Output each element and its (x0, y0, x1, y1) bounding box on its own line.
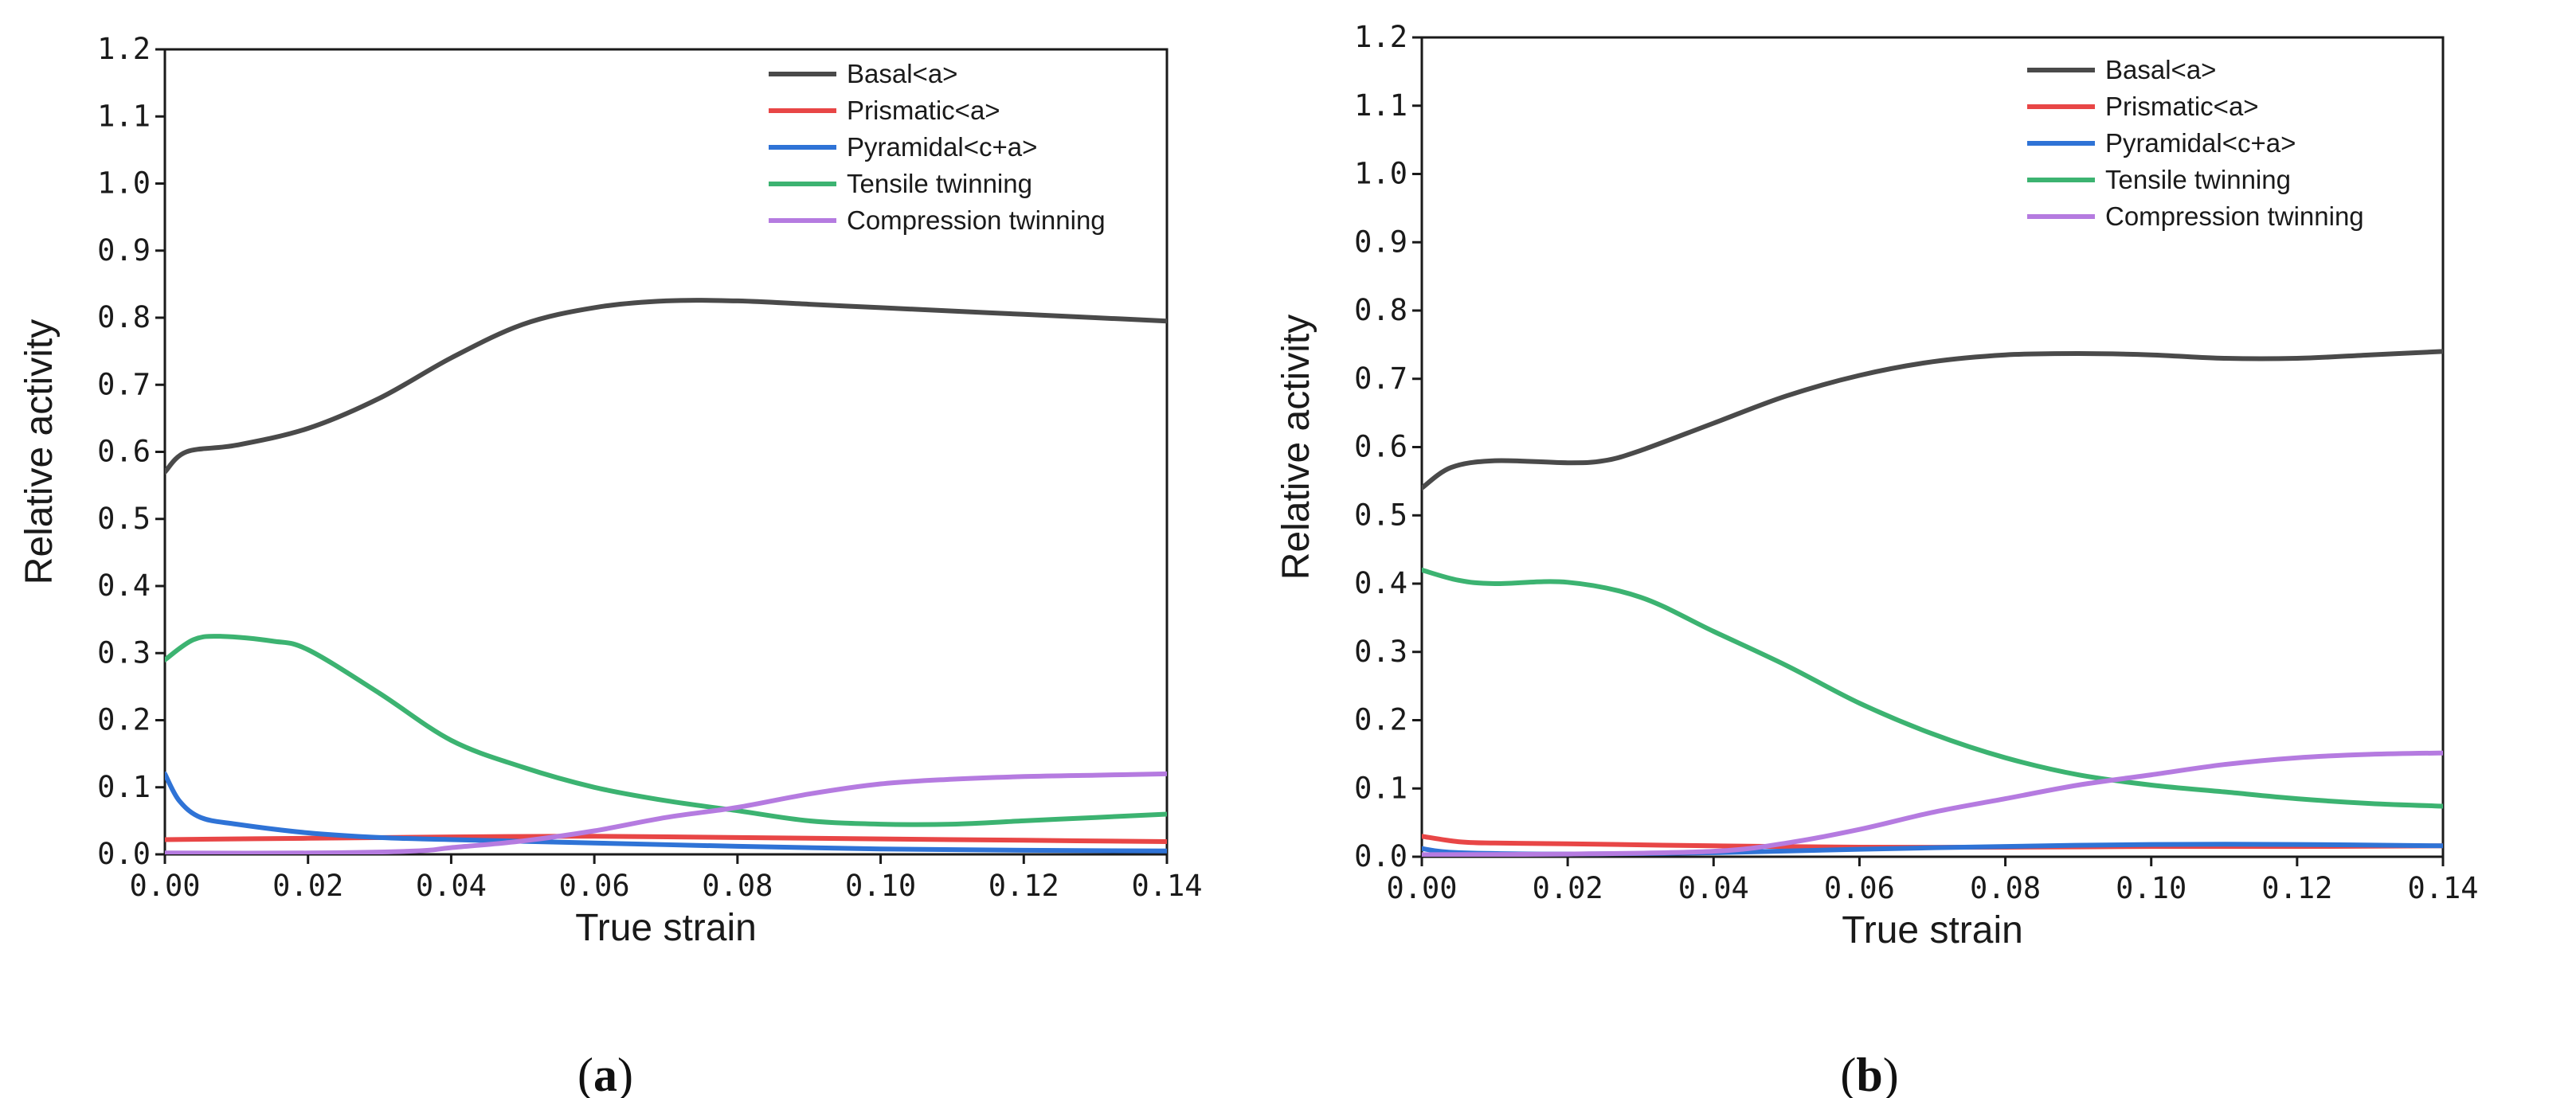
y-tick-label: 0.8 (1354, 293, 1407, 327)
y-tick-label: 0.0 (97, 837, 151, 871)
x-tick-label: 0.00 (129, 869, 200, 903)
series-lines (1422, 349, 2443, 857)
y-tick-label: 0.1 (97, 770, 151, 804)
y-tick-label: 0.9 (1354, 225, 1407, 259)
x-tick-label: 0.08 (702, 869, 773, 903)
y-tick-label: 0.0 (1354, 839, 1407, 873)
legend: Basal<a> Prismatic<a> Pyramidal<c+a> Tensil… (769, 59, 1106, 235)
y-tick-label: 0.8 (97, 300, 151, 334)
x-tick-label: 0.02 (1533, 871, 1603, 905)
x-tick-label: 0.04 (416, 869, 487, 903)
series-line-compression-twinning (1422, 750, 2443, 857)
legend-label: Pyramidal<c+a> (847, 132, 1037, 162)
y-tick-label: 0.2 (97, 703, 151, 737)
y-tick-label: 0.3 (1354, 635, 1407, 669)
x-axis-label: True strain (575, 907, 757, 949)
legend-label: Pyramidal<c+a> (2105, 128, 2296, 158)
series-line-basal-a (165, 298, 1167, 475)
y-axis-label: Relative activity (1275, 315, 1317, 580)
x-tick-label: 0.12 (989, 869, 1059, 903)
x-tick-label: 0.06 (1824, 871, 1895, 905)
legend-label: Compression twinning (2105, 201, 2364, 231)
x-tick-label: 0.10 (845, 869, 916, 903)
x-tick-label: 0.14 (1131, 869, 1202, 903)
legend-label: Basal<a> (847, 59, 957, 88)
y-tick-label: 0.7 (97, 367, 151, 401)
panel-label-b: (b) (1840, 1049, 1898, 1098)
y-tick-label: 1.2 (1354, 20, 1407, 54)
y-tick-label: 0.4 (97, 569, 151, 603)
y-tick-label: 1.0 (97, 166, 151, 201)
series-lines (165, 298, 1167, 854)
legend-label: Prismatic<a> (847, 96, 1000, 125)
y-tick-label: 1.0 (1354, 157, 1407, 191)
y-tick-label: 1.2 (97, 32, 151, 66)
legend-label: Tensile twinning (847, 169, 1032, 198)
y-tick-label: 0.1 (1354, 771, 1407, 805)
y-tick-label: 0.4 (1354, 566, 1407, 600)
x-tick-label: 0.08 (1970, 871, 2041, 905)
series-line-compression-twinning (165, 771, 1167, 854)
y-tick-label: 0.9 (97, 233, 151, 268)
y-tick-label: 0.7 (1354, 361, 1407, 396)
x-tick-label: 0.02 (272, 869, 343, 903)
y-tick-label: 0.6 (97, 435, 151, 469)
legend: Basal<a> Prismatic<a> Pyramidal<c+a> Tensil… (2027, 55, 2364, 231)
chart-panel-a: 0.0 0.1 0.2 0.3 0.4 0.5 0.6 0.7 0.8 0.9 1.0 1.1 1.2 0… (18, 32, 1203, 949)
y-tick-label: 1.1 (1354, 88, 1407, 123)
y-tick-label: 0.2 (1354, 703, 1407, 737)
y-axis-label: Relative activity (18, 319, 61, 584)
x-tick-label: 0.00 (1386, 871, 1457, 905)
series-line-tensile-twinning (165, 634, 1167, 827)
y-tick-label: 0.5 (1354, 498, 1407, 532)
series-line-tensile-twinning (1422, 567, 2443, 809)
x-tick-label: 0.14 (2407, 871, 2478, 905)
series-line-prismatic-a (165, 834, 1167, 844)
x-tick-label: 0.12 (2261, 871, 2332, 905)
x-tick-label: 0.06 (559, 869, 630, 903)
panel-label-a: (a) (577, 1049, 633, 1098)
legend-label: Basal<a> (2105, 55, 2216, 84)
x-tick-label: 0.04 (1678, 871, 1749, 905)
series-line-basal-a (1422, 349, 2443, 490)
y-tick-label: 0.6 (1354, 430, 1407, 464)
x-axis-label: True strain (1842, 909, 2023, 951)
legend-label: Tensile twinning (2105, 165, 2291, 194)
chart-panel-b: 0.0 0.1 0.2 0.3 0.4 0.5 0.6 0.7 0.8 0.9 1.0 1.1 1.2 0… (1275, 20, 2479, 951)
y-tick-label: 1.1 (97, 99, 151, 133)
y-tick-label: 0.5 (97, 502, 151, 536)
x-tick-label: 0.10 (2116, 871, 2186, 905)
legend-label: Prismatic<a> (2105, 92, 2259, 121)
y-tick-label: 0.3 (97, 635, 151, 670)
legend-label: Compression twinning (847, 205, 1106, 235)
